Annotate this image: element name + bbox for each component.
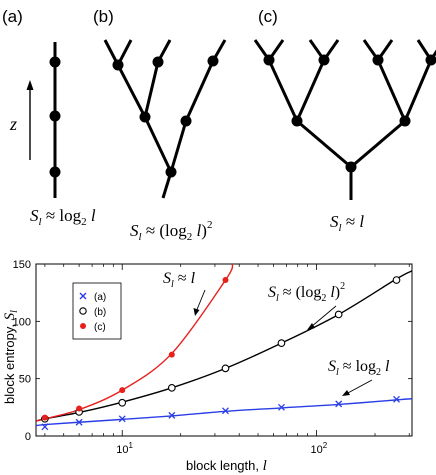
tree-node [165,166,177,178]
y-tick-label: 50 [19,374,31,386]
legend-marker-c [80,323,86,329]
tree-node [318,54,330,66]
curve-c [36,264,234,422]
tree-node [291,115,303,127]
panel-b: (b) Sl ≈ (log2 l)2 [93,7,227,243]
point-c [168,351,175,358]
annotation-pointer [195,289,206,313]
point-b [118,398,127,407]
curve-a [36,398,412,427]
formula-c: Sl ≈ l [330,212,364,234]
annotation-log-squared: Sl ≈ (log2 l)2 [268,281,345,304]
x-tick-label: 102 [311,441,328,456]
annotation-linear: Sl ≈ l [163,270,196,290]
point-a [118,415,126,423]
tree-node [372,54,384,66]
point-c [119,387,126,394]
point-a [277,403,285,411]
y-axis-label: block entropy, Sl [2,310,20,404]
y-tick-label: 0 [25,431,31,443]
annotation-a: Sl ≈ log2 l [328,358,390,396]
tree-node [399,115,411,127]
tree-node [345,161,357,173]
curve-b [36,270,412,422]
annotation-c: Sl ≈ l [163,270,206,316]
data-markers [41,276,401,431]
panel-a: (a) z Sl ≈ log2 l [2,7,96,228]
annotation-arrowhead [307,323,315,330]
tree-node [207,55,219,67]
x-axis-label: block length, l [186,458,267,474]
x-tick-label: 101 [116,441,133,456]
y-tick-label: 100 [13,316,31,328]
z-axis-label: z [9,114,17,134]
chain-node [49,110,61,122]
point-b [221,364,230,373]
legend: (a) (b) (c) [72,282,122,340]
panel-a-label: (a) [2,7,23,26]
point-c [222,277,229,284]
formula-b: Sl ≈ (log2 l)2 [130,219,212,243]
point-b [167,383,176,392]
annotation-pointer [310,305,337,328]
formula-a: Sl ≈ log2 l [30,206,96,228]
point-b [277,339,286,347]
legend-marker-a [79,292,87,300]
plot-frame [35,263,413,437]
point-a [335,400,343,408]
axis-ticks: 0 50 100 150 101 102 [13,259,412,456]
annotation-arrowhead [193,308,200,316]
tree-node [180,115,192,127]
legend-label-c: (c) [94,322,106,333]
point-b [392,276,401,284]
annotation-b: Sl ≈ (log2 l)2 [268,281,345,330]
chain-node [49,56,61,68]
point-a [222,407,229,415]
z-arrow-head [26,80,34,90]
legend-box [72,282,122,340]
annotation-log: Sl ≈ log2 l [328,358,390,378]
tree-node [112,59,124,71]
tree-node [139,111,151,123]
point-b [334,310,343,319]
point-a [168,411,176,419]
point-a [393,395,400,403]
y-tick-label: 150 [13,259,31,271]
point-c [41,414,48,421]
tree-node [425,54,436,66]
annotation-arrowhead [342,390,350,396]
point-a [41,423,49,431]
panel-b-label: (b) [93,7,114,26]
tree-node [263,54,275,66]
legend-label-b: (b) [94,307,106,318]
point-a [75,418,83,426]
panel-c-label: (c) [258,7,278,26]
point-c [76,405,83,412]
chain-node [49,166,61,178]
legend-marker-b [79,307,87,315]
tree-node [152,56,164,68]
annotation-pointer [345,379,373,395]
entropy-chart: 0 50 100 150 101 102 (a) (b) (c) Sl ≈ l Sl ≈ … [2,259,413,474]
legend-label-a: (a) [94,292,106,303]
panel-c: (c) Sl ≈ l [253,7,436,234]
